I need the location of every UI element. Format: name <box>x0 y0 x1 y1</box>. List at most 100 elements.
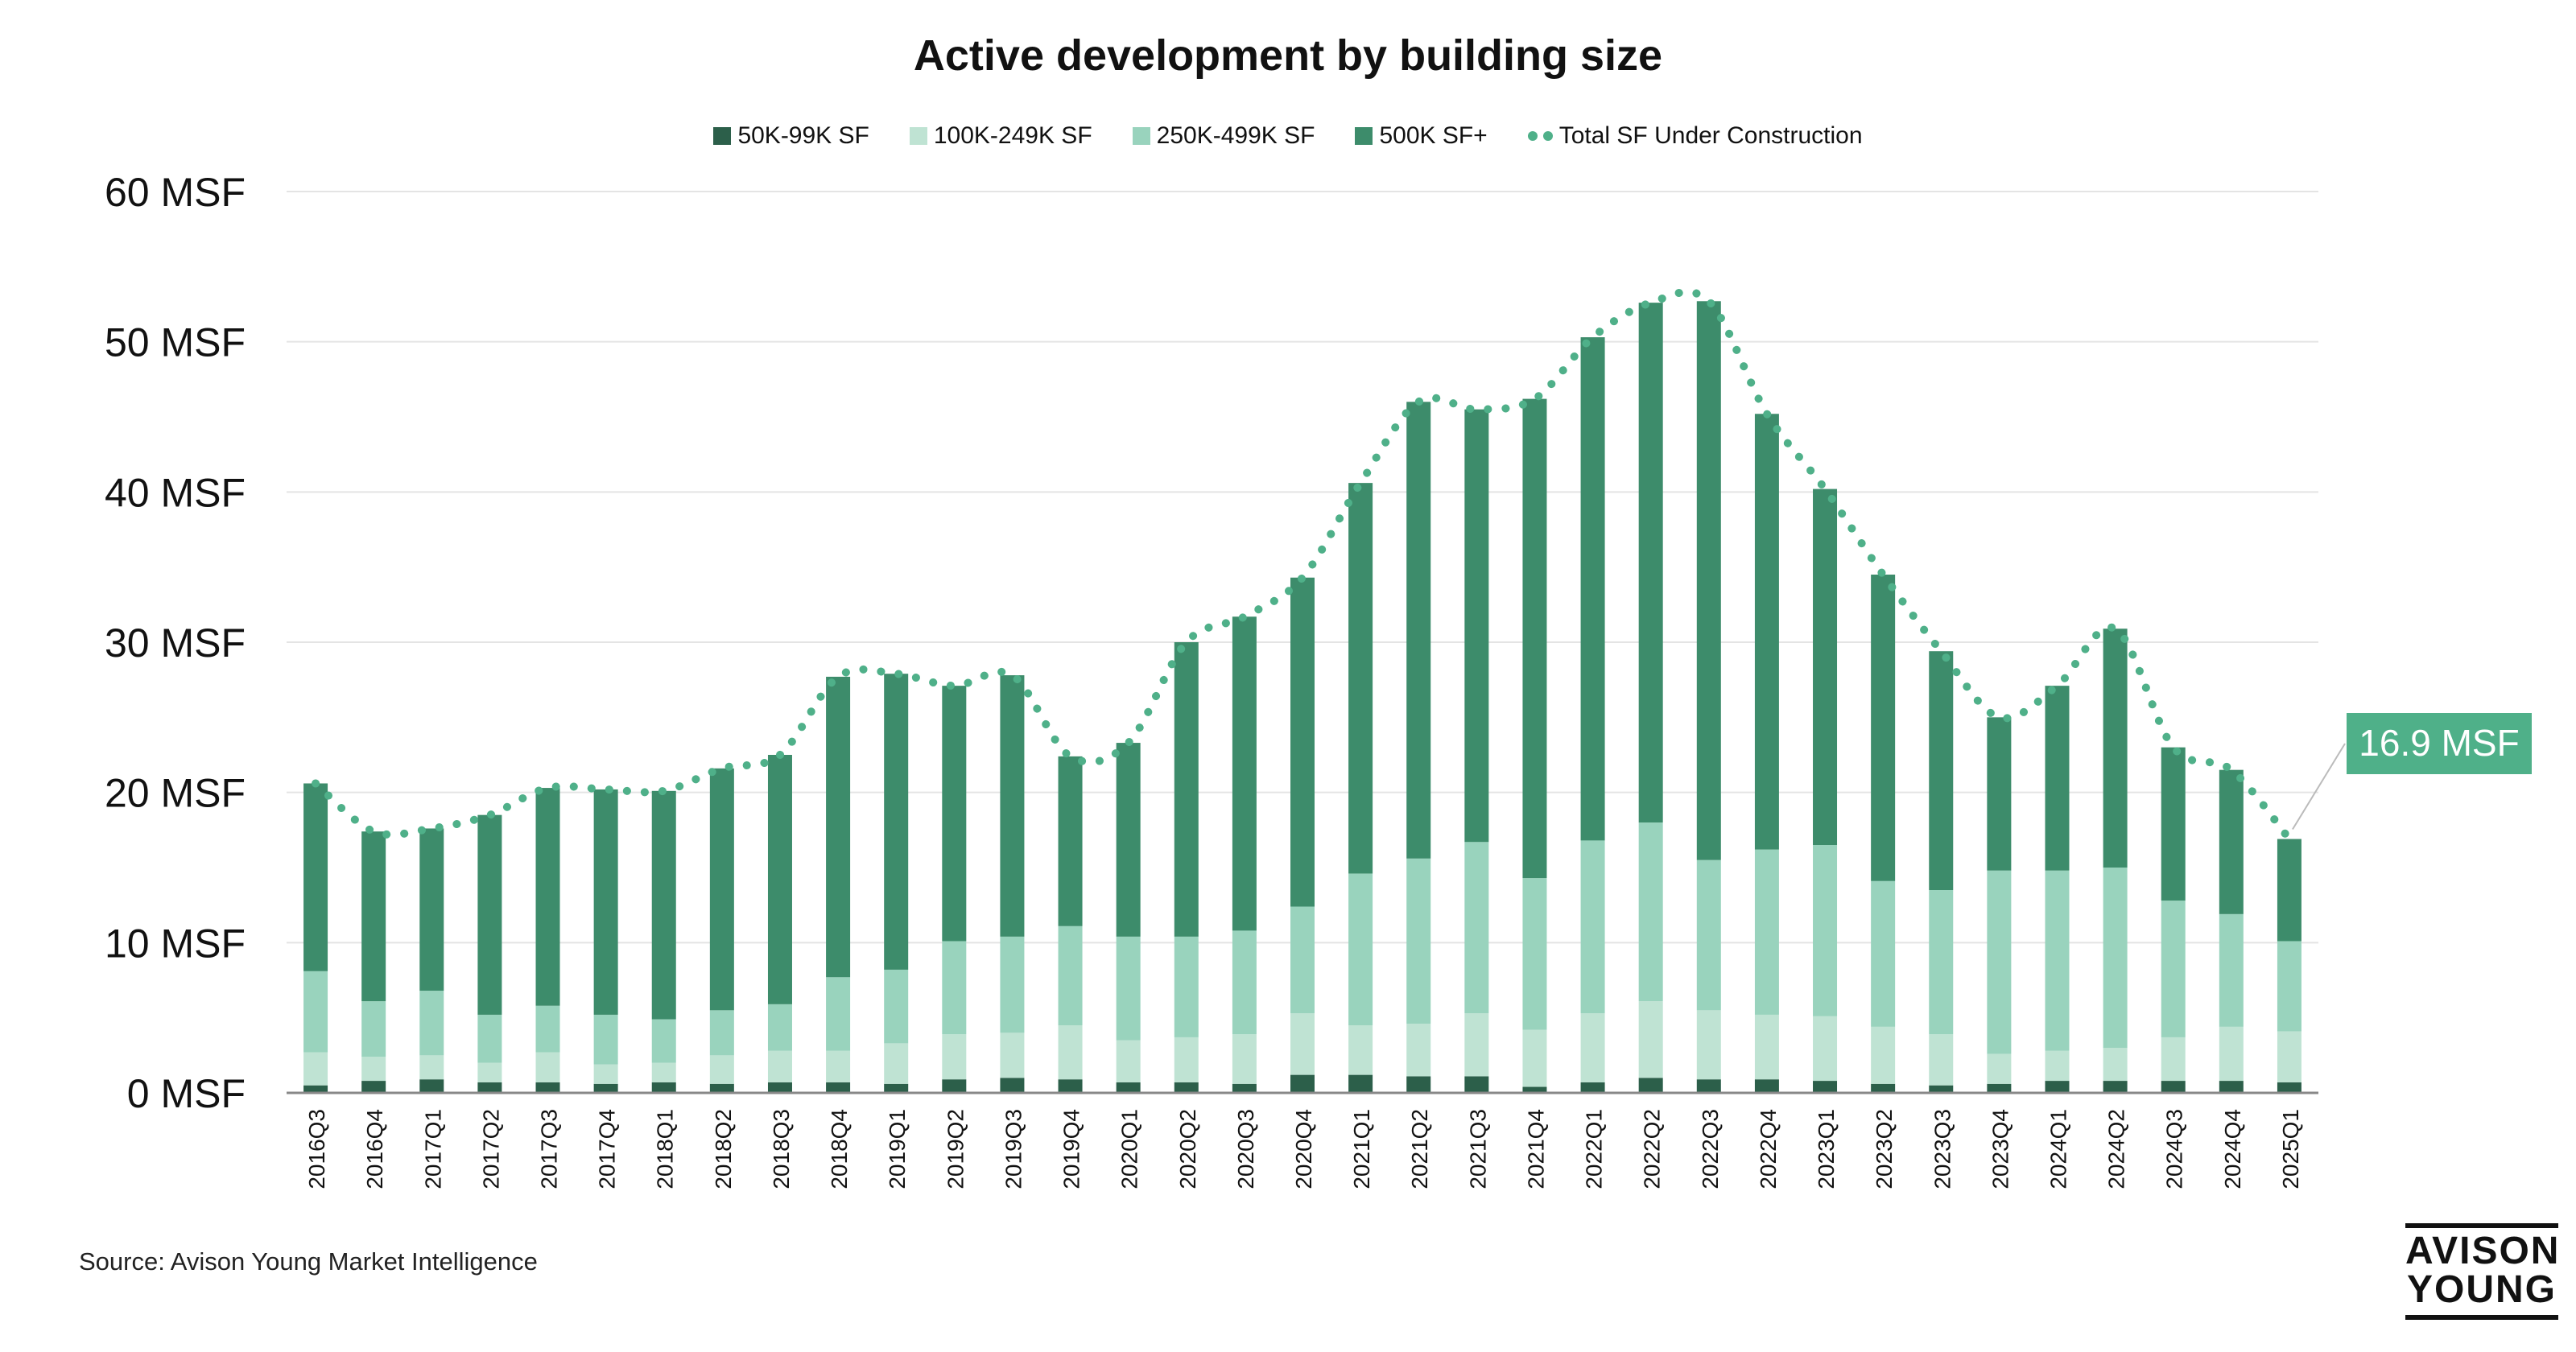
bar-segment <box>1290 1074 1315 1093</box>
bar-segment <box>1987 1083 2012 1093</box>
x-tick-label: 2022Q3 <box>1698 1109 1723 1189</box>
y-tick-label: 30 MSF <box>105 620 246 666</box>
x-tick-label: 2019Q2 <box>943 1109 968 1189</box>
bar-segment <box>361 1057 386 1082</box>
bar-segment <box>1754 1079 1779 1093</box>
x-tick-label: 2024Q1 <box>2046 1109 2070 1189</box>
bar-segment <box>2277 1031 2301 1082</box>
bar-segment <box>1116 743 1141 937</box>
logo-text-line-2: YOUNG <box>2406 1268 2557 1311</box>
bar-segment <box>1580 1013 1605 1082</box>
bar-segment <box>1058 756 1083 926</box>
bar-segment <box>1232 930 1257 1035</box>
bar-segment <box>709 768 734 1011</box>
legend-label-total: Total SF Under Construction <box>1558 122 1863 149</box>
bar-segment <box>2219 1081 2244 1093</box>
bar-segment <box>884 969 909 1044</box>
legend-item-250k-499k: 250K-499K SF <box>1132 122 1315 150</box>
bar-segment <box>535 1082 560 1093</box>
legend-item-50k-99k: 50K-99K SF <box>713 122 869 150</box>
source-note: Source: Avison Young Market Intelligence <box>79 1247 538 1276</box>
bar-segment <box>1638 1078 1663 1093</box>
x-tick-label: 2018Q1 <box>653 1109 678 1189</box>
chart-title: Active development by building size <box>913 31 1663 80</box>
x-tick-label: 2017Q3 <box>537 1109 562 1189</box>
bar-segment <box>1638 822 1663 1002</box>
bar-segment <box>2045 1050 2070 1082</box>
x-tick-label: 2022Q4 <box>1756 1109 1781 1189</box>
legend-label-50k-99k: 50K-99K SF <box>737 122 869 149</box>
bar-segment <box>942 1079 967 1093</box>
bar-segment <box>1000 936 1025 1033</box>
bar-segment <box>2219 1026 2244 1082</box>
bar-segment <box>303 1085 328 1093</box>
bar-segment <box>1290 577 1315 907</box>
bar-segment <box>1406 1076 1431 1093</box>
bar-segment <box>1522 398 1547 879</box>
legend-item-500k-plus: 500K SF+ <box>1355 122 1488 150</box>
bar-segment <box>2103 629 2128 868</box>
bar-segment <box>2161 901 2186 1037</box>
x-tick-label: 2017Q1 <box>420 1109 445 1189</box>
bar-segment <box>942 686 967 942</box>
bar-segment <box>1580 337 1605 841</box>
bar-segment <box>1696 1010 1721 1080</box>
bar-segment <box>1754 1014 1779 1080</box>
bar-segment <box>303 1052 328 1086</box>
bar-segment <box>1987 1053 2012 1084</box>
bar-segment <box>1638 303 1663 823</box>
bar-segment <box>884 1083 909 1093</box>
bar-segment <box>419 1055 444 1080</box>
x-tick-label: 2018Q2 <box>711 1109 736 1189</box>
bar-segment <box>942 941 967 1035</box>
legend-label-250k-499k: 250K-499K SF <box>1156 122 1315 149</box>
bar-segment <box>1058 925 1083 1025</box>
bar-segment <box>2161 1081 2186 1093</box>
bar-segment <box>1813 1081 1838 1093</box>
bar-segment <box>1464 1013 1489 1077</box>
bar-segment <box>1929 1034 1954 1086</box>
callout-box <box>2347 713 2532 774</box>
bar-segment <box>477 1062 502 1082</box>
bar-segment <box>1290 906 1315 1014</box>
bar-segment <box>419 828 444 991</box>
bar-segment <box>1348 1025 1373 1075</box>
bar-segment <box>1000 1033 1025 1078</box>
logo-frame <box>2405 1223 2558 1320</box>
bar-segment <box>767 755 792 1004</box>
bar-segment <box>651 1062 676 1082</box>
bar-segment <box>1174 1082 1199 1093</box>
bar-segment <box>1580 840 1605 1014</box>
bar-segment <box>767 1082 792 1093</box>
bar-segment <box>1116 1040 1141 1082</box>
bar-segment <box>1058 1079 1083 1093</box>
bar-segment <box>2045 870 2070 1051</box>
legend-item-total: Total SF Under Construction <box>1527 122 1863 150</box>
bar-segment <box>1464 409 1489 843</box>
bar-segment <box>884 674 909 970</box>
bar-segment <box>361 831 386 1002</box>
x-tick-label: 2020Q4 <box>1291 1109 1316 1189</box>
bar-segment <box>826 1050 851 1082</box>
bar-segment <box>1232 616 1257 931</box>
bar-segment <box>1522 1086 1547 1093</box>
bar-segment <box>361 1001 386 1057</box>
bar-segment <box>1290 1013 1315 1075</box>
bar-segment <box>1813 1016 1838 1082</box>
bar-segment <box>477 1014 502 1063</box>
x-tick-label: 2018Q3 <box>769 1109 794 1189</box>
bar-segment <box>1580 1082 1605 1093</box>
bar-segment <box>593 789 618 1015</box>
chart-legend: 50K-99K SF 100K-249K SF 250K-499K SF 500… <box>0 122 2576 150</box>
x-tick-label: 2023Q2 <box>1872 1109 1897 1189</box>
bar-segment <box>1174 936 1199 1037</box>
legend-swatch-250k-499k <box>1132 127 1150 145</box>
x-tick-label: 2021Q3 <box>1465 1109 1490 1189</box>
bar-segment <box>2219 913 2244 1027</box>
bar-segment <box>2219 769 2244 914</box>
bar-segment <box>1348 483 1373 874</box>
bar-segment <box>1987 717 2012 871</box>
x-tick-label: 2016Q4 <box>362 1109 387 1189</box>
bar-segment <box>477 1082 502 1093</box>
bar-segment <box>1348 1074 1373 1093</box>
